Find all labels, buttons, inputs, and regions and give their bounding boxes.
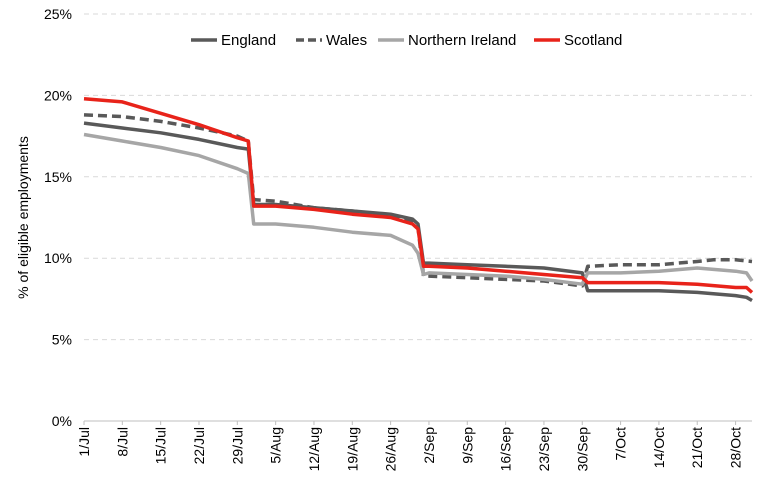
x-tick-label: 5/Aug [268,427,284,464]
series-line-scotland [83,96,754,294]
y-tick-label: 20% [44,87,72,103]
legend-label: England [221,32,276,49]
x-tick-label: 14/Oct [651,427,667,468]
x-tick-label: 21/Oct [689,427,705,468]
series-line-northern-ireland [83,132,754,286]
x-tick-label: 9/Sep [459,427,475,464]
x-axis-ticks: 1/Jul 8/Jul 15/Jul 22/Jul 29/Jul 5/Aug 12/Aug 1… [76,421,744,471]
x-tick-label: 15/Jul [153,427,169,464]
x-tick-label: 1/Jul [76,427,92,457]
y-axis-title: % of eligible employments [15,136,31,299]
x-tick-label: 30/Sep [574,427,590,472]
x-tick-label: 29/Jul [229,427,245,464]
x-tick-label: 28/Oct [728,427,744,468]
x-tick-label: 12/Aug [306,427,322,471]
legend-label: Wales [326,32,367,49]
y-tick-label: 10% [44,250,72,266]
y-tick-label: 25% [44,6,72,22]
legend: England Wales Northern Ireland Scotland [191,32,622,49]
x-tick-label: 8/Jul [114,427,130,457]
x-tick-label: 22/Jul [191,427,207,464]
y-tick-label: 15% [44,169,72,185]
x-tick-label: 26/Aug [383,427,399,471]
x-tick-label: 7/Oct [613,427,629,461]
series-lines [83,96,754,303]
y-axis-ticks: 0% 5% 10% 15% 20% 25% [44,6,72,429]
y-tick-label: 0% [52,413,72,429]
legend-label: Scotland [564,32,622,49]
x-tick-label: 16/Sep [498,427,514,472]
x-tick-label: 23/Sep [536,427,552,472]
series-line-england [83,121,753,303]
legend-label: Northern Ireland [408,32,516,49]
x-tick-label: 2/Sep [421,427,437,464]
x-tick-label: 19/Aug [344,427,360,471]
y-tick-label: 5% [52,332,72,348]
